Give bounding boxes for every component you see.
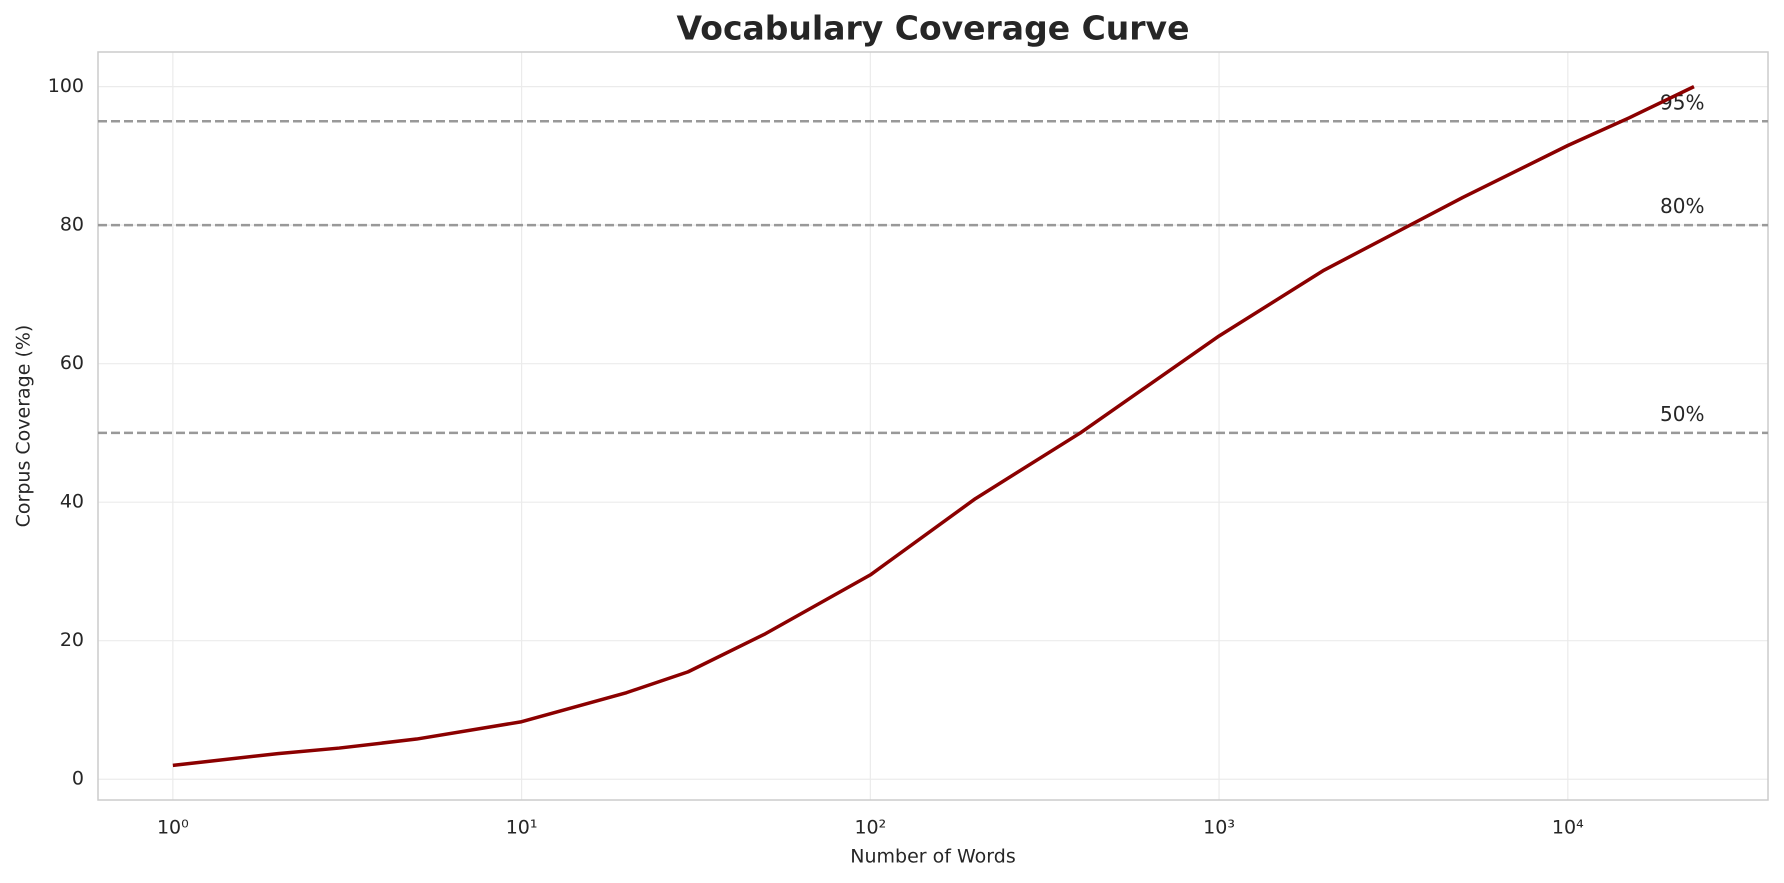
reference-label: 80%	[1660, 194, 1704, 218]
y-tick-label: 60	[60, 352, 84, 374]
plot-frame	[97, 51, 1769, 801]
reference-label: 50%	[1660, 402, 1704, 426]
y-tick-label: 0	[72, 768, 84, 790]
x-tick-label: 10¹	[506, 817, 538, 839]
x-tick-label: 10²	[854, 817, 886, 839]
reference-label: 95%	[1660, 90, 1704, 114]
x-axis-label: Number of Words	[850, 846, 1015, 868]
chart-title: Vocabulary Coverage Curve	[677, 9, 1190, 48]
y-tick-label: 20	[60, 629, 84, 651]
y-axis-label: Corpus Coverage (%)	[13, 325, 35, 528]
data-line	[172, 85, 1695, 768]
y-tick-label: 100	[48, 75, 84, 97]
x-tick-label: 10⁴	[1552, 817, 1584, 839]
y-tick-label: 40	[60, 491, 84, 513]
y-tick-label: 80	[60, 214, 84, 236]
x-tick-label: 10⁰	[157, 817, 189, 839]
x-tick-label: 10³	[1203, 817, 1235, 839]
